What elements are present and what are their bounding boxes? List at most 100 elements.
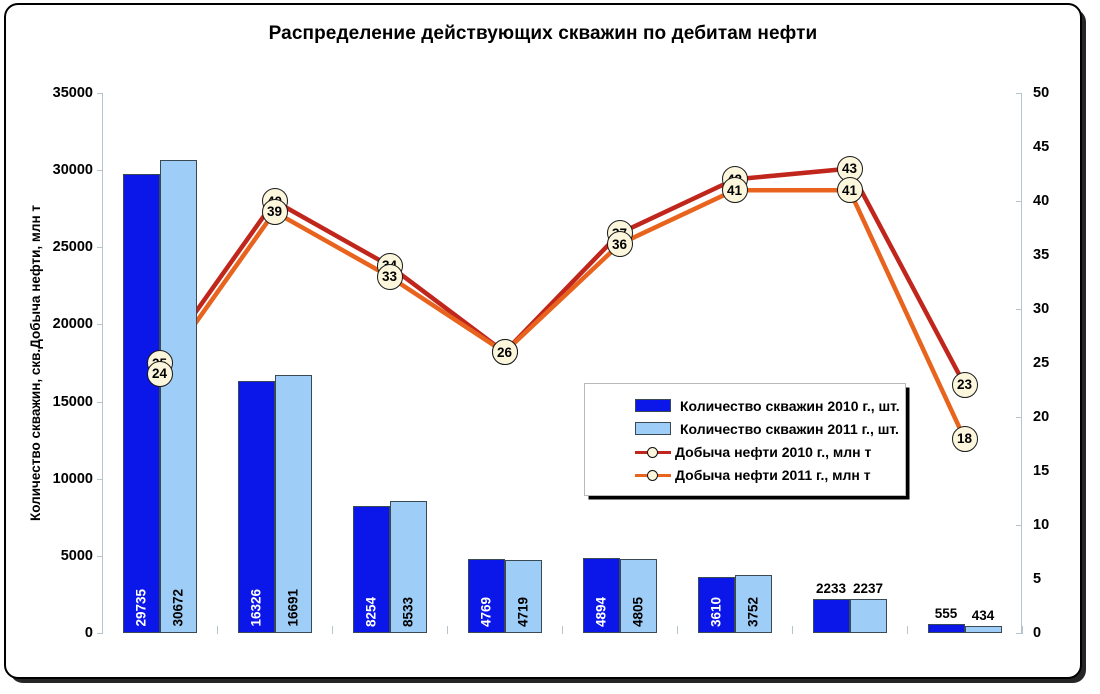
y-axis-left-tick-label: 20000 [52,316,93,333]
data-point-label-2011[interactable]: 24 [146,360,173,387]
y-axis-left-tick [97,478,103,480]
bar-2010[interactable] [582,557,620,633]
bar-value-label: 2237 [852,580,884,596]
bar-2010[interactable] [812,598,850,633]
bar-value-label: 8254 [363,596,379,627]
data-point-label-2011[interactable]: 33 [376,263,403,290]
bar-2011[interactable] [274,375,312,633]
legend-label-oil-2011: Добыча нефти 2011 г., млн т [675,466,871,483]
y-axis-left-tick [97,555,103,557]
bar-value-label: 3610 [708,596,724,627]
y-axis-left-tick [97,247,103,249]
bar-value-label: 4894 [593,596,609,627]
y-axis-left-line [102,93,103,633]
bar-value-label: 434 [971,608,995,624]
y-axis-right-line [1021,93,1022,633]
legend-label-wells-2010: Количество скважин 2010 г., шт. [680,397,900,414]
y-axis-right-tick [1016,417,1022,418]
y-axis-right-tick-label: 20 [1033,409,1050,425]
x-axis-tick [792,626,793,634]
y-axis-right-tick-label: 25 [1033,355,1050,371]
x-axis-tick [217,626,218,634]
bar-value-label: 29735 [133,589,149,627]
chart-frame: Распределение действующих скважин по деб… [4,3,1082,679]
bar-value-label: 4719 [515,596,531,627]
bar-value-label: 16691 [285,589,301,627]
y-axis-right-tick [1016,309,1022,310]
y-axis-left-tick [97,170,103,172]
y-axis-right-tick-label: 30 [1033,301,1050,317]
bar-2010[interactable] [122,174,160,633]
y-axis-left-tick-label: 5000 [60,547,93,564]
x-axis-tick [677,626,678,634]
bar-2010[interactable] [352,505,390,633]
legend-item-wells-2011: Количество скважин 2011 г., шт. [593,417,899,440]
y-axis-left-tick [97,633,103,634]
y-axis-left-tick-label: 15000 [52,393,93,410]
bar-2010[interactable] [697,577,735,633]
y-axis-left-tick-label: 25000 [52,239,93,256]
bar-2011[interactable] [964,626,1002,633]
bar-2011[interactable] [734,575,772,633]
data-point-label-2010[interactable]: 23 [951,371,978,398]
y-axis-right-tick-label: 10 [1033,517,1050,533]
bar-2011[interactable] [849,598,887,633]
legend-swatch-line-2011 [635,468,671,482]
y-axis-right-tick [1016,201,1022,202]
bar-value-label: 30672 [170,589,186,627]
y-axis-right-tick-label: 45 [1033,139,1050,155]
bar-value-label: 2233 [815,580,847,596]
bar-value-label: 3752 [745,596,761,627]
legend-item-wells-2010: Количество скважин 2010 г., шт. [593,394,900,417]
y-axis-right-tick-label: 40 [1033,193,1050,209]
y-axis-left-tick-label: 10000 [52,470,93,487]
legend-swatch-line-2010 [635,445,671,459]
x-axis-tick [907,626,908,634]
y-axis-left-tick [97,401,103,403]
data-point-label-2011[interactable]: 41 [836,177,863,204]
page-title: Распределение действующих скважин по деб… [268,23,818,44]
y-axis-right-tick-label: 15 [1033,463,1050,479]
data-point-label-2011[interactable]: 36 [606,231,633,258]
y-axis-right-tick [1016,633,1022,634]
x-axis-tick [332,626,333,634]
y-axis-right-tick-label: 50 [1033,85,1050,101]
y-axis-title: Количество скважин, скв.Добыча нефти, мл… [28,205,43,521]
y-axis-right-tick [1016,525,1022,526]
bar-2011[interactable] [389,501,427,633]
legend-item-oil-2011: Добыча нефти 2011 г., млн т [593,463,897,486]
legend-item-oil-2010: Добыча нефти 2010 г., млн т [593,440,897,463]
bar-2010[interactable] [467,559,505,633]
bar-2010[interactable] [927,624,965,633]
plot-area: 0 5000 10000 15000 20000 25000 30000 35000 0 5 10 1… [28,85,1049,641]
chart-legend: Количество скважин 2010 г., шт. Количест… [584,383,906,496]
y-axis-right-tick [1016,93,1022,94]
x-axis-tick [447,626,448,634]
x-axis-tick [102,626,103,634]
data-point-label-2011[interactable]: 39 [261,198,288,225]
bar-2010[interactable] [237,381,275,633]
bar-2011[interactable] [504,560,542,633]
bar-value-label: 16326 [248,589,264,627]
legend-swatch-bar-2011 [635,422,671,435]
legend-label-oil-2010: Добыча нефти 2010 г., млн т [675,443,872,460]
y-axis-left-tick-label: 30000 [52,162,93,179]
y-axis-right-tick-label: 5 [1033,571,1042,587]
bar-2011[interactable] [159,159,197,633]
x-axis-tick [1022,626,1023,634]
y-axis-left-tick [97,93,103,94]
legend-label-wells-2011: Количество скважин 2011 г., шт. [680,420,899,437]
x-axis-tick [562,626,563,634]
data-point-label-2011[interactable]: 18 [951,425,978,452]
y-axis-right-tick-label: 0 [1033,625,1042,641]
y-axis-left-tick-label: 0 [84,625,93,641]
data-point-label-2011[interactable]: 41 [721,177,748,204]
bar-value-label: 555 [934,606,958,622]
bar-2011[interactable] [619,558,657,633]
bar-value-label: 4805 [630,596,646,627]
y-axis-left-tick-label: 35000 [52,85,93,101]
y-axis-left-tick [97,324,103,326]
legend-swatch-bar-2010 [635,399,671,412]
data-point-label-2011[interactable]: 26 [491,339,518,366]
